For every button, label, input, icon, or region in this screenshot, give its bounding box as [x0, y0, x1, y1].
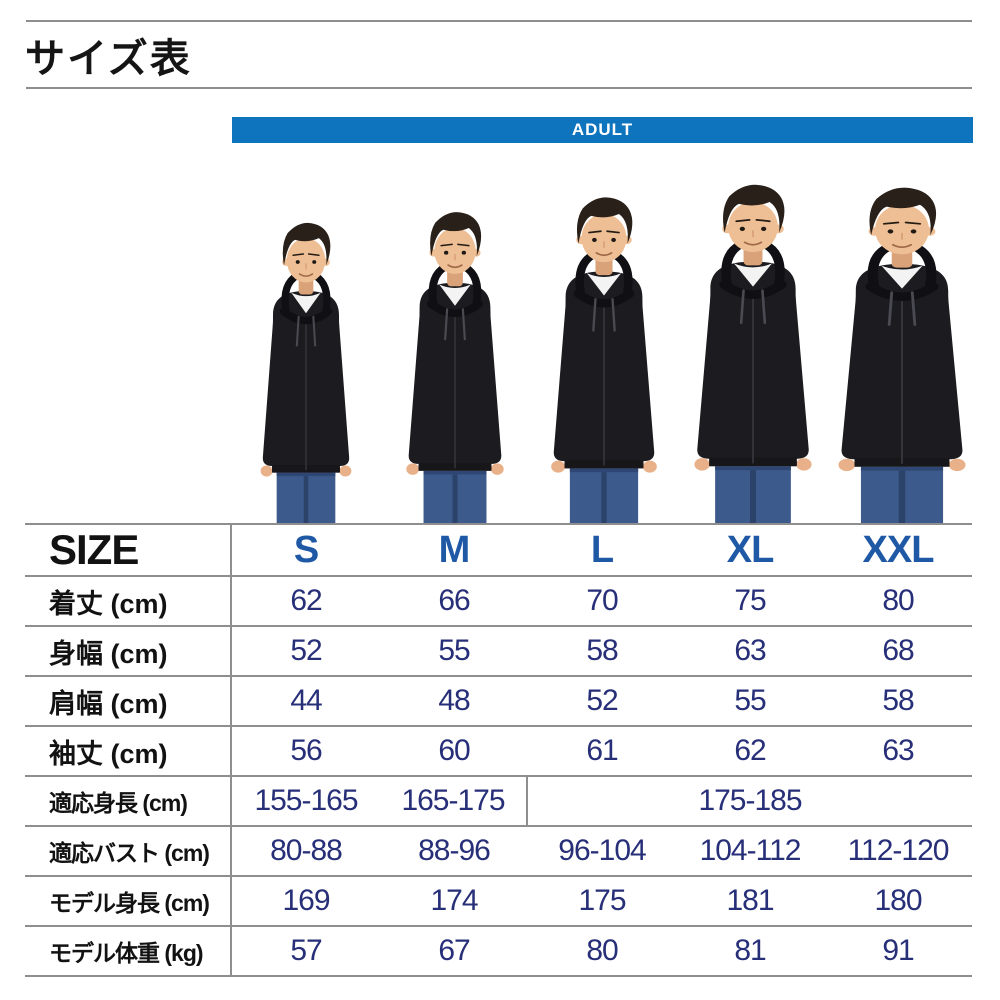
cell-value: 169	[282, 884, 330, 917]
model-figure-l	[540, 190, 668, 523]
column-header-xl: XL	[726, 528, 775, 571]
cell-value: 61	[586, 734, 618, 767]
table-row-body-length: 着丈 (cm) 62 66 70 75 80	[25, 575, 972, 625]
row-label: 適応身長 (cm)	[25, 777, 232, 825]
size-corner-label: SIZE	[25, 525, 232, 575]
cell-value: 66	[438, 584, 470, 617]
cell-value: 55	[734, 684, 766, 717]
column-header-xxl: XXL	[862, 528, 935, 571]
column-header-l: L	[590, 528, 614, 571]
table-row-fit-bust: 適応バスト (cm) 80-88 88-96 96-104 104-112 11…	[25, 825, 972, 875]
cell-value: 56	[290, 734, 322, 767]
cell-value: 52	[586, 684, 618, 717]
models-photo	[222, 143, 978, 523]
cell-value: 55	[438, 634, 470, 667]
cell-value: 104-112	[699, 834, 802, 867]
row-label: 身幅 (cm)	[25, 627, 232, 675]
cell-value: 80	[586, 934, 618, 967]
cell-value: 180	[874, 884, 922, 917]
cell-value: 63	[734, 634, 766, 667]
cell-value: 80	[882, 584, 914, 617]
row-label: 着丈 (cm)	[25, 577, 232, 625]
cell-value: 174	[430, 884, 478, 917]
cell-value: 181	[726, 884, 774, 917]
adult-banner-label: ADULT	[571, 120, 634, 139]
cell-value: 81	[734, 934, 766, 967]
cell-value: 57	[290, 934, 322, 967]
cell-value: 165-175	[380, 777, 528, 825]
table-row-body-width: 身幅 (cm) 52 55 58 63 68	[25, 625, 972, 675]
cell-value: 88-96	[418, 834, 491, 867]
row-label: 適応バスト (cm)	[25, 827, 232, 875]
column-header-m: M	[438, 528, 471, 571]
column-header-s: S	[293, 528, 319, 571]
table-row-model-weight: モデル体重 (kg) 57 67 80 81 91	[25, 925, 972, 975]
model-figure-xl	[682, 177, 824, 523]
cell-value: 63	[882, 734, 914, 767]
cell-value: 68	[882, 634, 914, 667]
cell-value: 60	[438, 734, 470, 767]
table-row-sleeve-length: 袖丈 (cm) 56 60 61 62 63	[25, 725, 972, 775]
cell-value: 91	[882, 934, 914, 967]
cell-value: 52	[290, 634, 322, 667]
cell-value: 62	[734, 734, 766, 767]
model-figure-m	[396, 205, 514, 523]
cell-value: 175	[578, 884, 626, 917]
size-table: SIZE S M L XL XXL 着丈 (cm) 62 66 70 75 80…	[25, 523, 972, 977]
cell-value: 155-165	[254, 784, 358, 817]
cell-value: 70	[586, 584, 618, 617]
title-divider	[26, 87, 972, 89]
table-row-fit-height: 適応身長 (cm) 155-165 165-175 175-185	[25, 775, 972, 825]
cell-value: 67	[438, 934, 470, 967]
row-label: モデル体重 (kg)	[25, 927, 232, 975]
cell-value: 58	[586, 634, 618, 667]
row-label: モデル身長 (cm)	[25, 877, 232, 925]
top-divider	[26, 20, 972, 22]
row-label: 肩幅 (cm)	[25, 677, 232, 725]
cell-value: 112-120	[847, 834, 950, 867]
table-row-model-height: モデル身長 (cm) 169 174 175 181 180	[25, 875, 972, 925]
row-label: 袖丈 (cm)	[25, 727, 232, 775]
cell-value: 75	[734, 584, 766, 617]
cell-value: 62	[290, 584, 322, 617]
page-title: サイズ表	[25, 37, 192, 81]
cell-value: 58	[882, 684, 914, 717]
cell-value: 48	[438, 684, 470, 717]
model-figure-s	[251, 216, 361, 523]
adult-banner: ADULT	[232, 117, 973, 143]
cell-value-merged: 175-185	[698, 784, 802, 817]
model-figure-xxl	[825, 180, 978, 523]
cell-value: 44	[290, 684, 322, 717]
table-header-row: SIZE S M L XL XXL	[25, 525, 972, 575]
table-row-shoulder-width: 肩幅 (cm) 44 48 52 55 58	[25, 675, 972, 725]
cell-value: 96-104	[558, 834, 646, 867]
cell-value: 80-88	[270, 834, 343, 867]
